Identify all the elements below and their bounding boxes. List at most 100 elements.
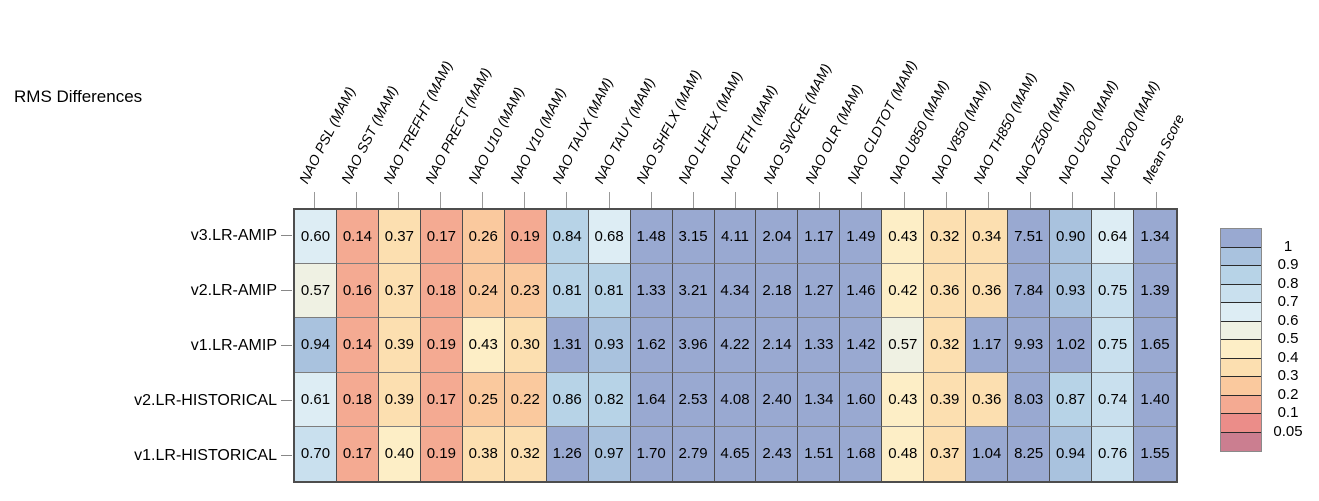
heatmap-grid: 0.60 0.14 0.37 0.17 0.26 0.19 0.84 0.68 1.48 3.15… [293,208,1178,483]
heatmap-cell: 0.16 [336,264,379,319]
heatmap-cell: 2.04 [756,210,799,265]
legend-tick-label: 0.4 [1277,348,1299,366]
legend-tick-label: 0.7 [1277,293,1299,310]
legend-color-band [1221,340,1261,359]
heatmap-cell: 0.17 [420,372,463,427]
heatmap-cell: 1.17 [798,210,841,265]
row-label: v2.LR-HISTORICAL [134,391,277,409]
heatmap-cell: 0.43 [462,318,505,373]
heatmap-cell: 0.24 [462,264,505,319]
row-label: v1.LR-AMIP [190,336,277,354]
heatmap-cell: 7.51 [1008,210,1051,265]
heatmap-cell: 1.68 [840,426,883,481]
heatmap-cell: 0.17 [336,426,379,481]
heatmap-cell: 3.15 [672,210,715,265]
heatmap-cell: 0.87 [1050,372,1093,427]
heatmap-cell: 0.14 [336,210,379,265]
heatmap-cell: 0.94 [295,318,337,373]
heatmap-cell: 0.37 [924,426,967,481]
heatmap-cell: 0.39 [378,318,421,373]
legend-color-band [1221,358,1261,377]
legend-color-band [1221,247,1261,266]
legend-color-band [1221,395,1261,414]
heatmap-cell: 4.11 [714,210,757,265]
legend-tick-label: 0.6 [1277,311,1299,329]
column-tick-mark [819,192,821,208]
legend-tick-label: 0.8 [1277,274,1299,292]
column-tick-mark [650,192,652,208]
heatmap-cell: 0.37 [378,264,421,319]
column-tick-mark [1156,192,1158,208]
heatmap-cell: 1.40 [1134,372,1176,427]
heatmap-cell: 0.39 [378,372,421,427]
row-tick-mark [281,454,292,456]
column-tick-mark [692,192,694,208]
heatmap-cell: 1.60 [840,372,883,427]
heatmap-cell: 0.37 [378,210,421,265]
heatmap-cell: 1.26 [546,426,589,481]
legend-color-band [1221,321,1261,340]
heatmap-cell: 0.19 [504,210,547,265]
heatmap-cell: 1.70 [630,426,673,481]
row-label: v1.LR-HISTORICAL [134,446,277,464]
heatmap-cell: 1.51 [798,426,841,481]
legend-colorbar [1220,228,1262,452]
column-tick-mark [355,192,357,208]
heatmap-cell: 0.36 [966,372,1009,427]
heatmap-cell: 0.74 [1092,372,1135,427]
heatmap-cell: 2.79 [672,426,715,481]
legend-tick-label: 0.3 [1277,367,1299,384]
legend-color-band [1221,284,1261,303]
heatmap-cell: 0.84 [546,210,589,265]
heatmap-cell: 1.34 [798,372,841,427]
column-tick-mark [903,192,905,208]
column-tick-mark [777,192,779,208]
heatmap-cell: 0.19 [420,318,463,373]
heatmap-cell: 0.60 [295,210,337,265]
heatmap-cell: 7.84 [1008,264,1051,319]
column-tick-mark [1114,192,1116,208]
row-tick-mark [281,399,292,401]
heatmap-cell: 0.34 [966,210,1009,265]
heatmap-cell: 2.18 [756,264,799,319]
heatmap-cell: 0.18 [420,264,463,319]
legend-tick-label: 0.2 [1277,385,1299,403]
heatmap-cell: 0.68 [588,210,631,265]
heatmap-cell: 1.62 [630,318,673,373]
heatmap-cell: 0.81 [546,264,589,319]
heatmap-cell: 1.04 [966,426,1009,481]
heatmap-cell: 0.75 [1092,264,1135,319]
heatmap-cell: 2.53 [672,372,715,427]
heatmap-cell: 0.57 [295,264,337,319]
legend-tick-label: 0.1 [1277,404,1299,421]
legend-tick-label: 0.05 [1273,422,1303,440]
heatmap-cell: 1.49 [840,210,883,265]
column-tick-mark [482,192,484,208]
heatmap-cell: 4.08 [714,372,757,427]
heatmap-cell: 0.36 [966,264,1009,319]
heatmap-cell: 1.31 [546,318,589,373]
heatmap-cell: 0.93 [1050,264,1093,319]
heatmap-cell: 1.64 [630,372,673,427]
legend-color-band [1221,303,1261,322]
heatmap-cell: 1.33 [630,264,673,319]
heatmap-cell: 0.82 [588,372,631,427]
column-label: Mean Score [1138,111,1188,186]
heatmap-cell: 0.86 [546,372,589,427]
heatmap-cell: 3.96 [672,318,715,373]
heatmap-cell: 1.02 [1050,318,1093,373]
column-tick-mark [1029,192,1031,208]
heatmap-cell: 0.76 [1092,426,1135,481]
row-tick-mark [281,344,292,346]
heatmap-cell: 0.93 [588,318,631,373]
heatmap-cell: 0.25 [462,372,505,427]
heatmap-cell: 0.75 [1092,318,1135,373]
heatmap-cell: 0.22 [504,372,547,427]
legend-tick-label: 0.9 [1277,256,1299,273]
legend-color-band [1221,432,1261,451]
heatmap-cell: 1.27 [798,264,841,319]
heatmap-cell: 0.30 [504,318,547,373]
heatmap-cell: 0.61 [295,372,337,427]
column-tick-mark [734,192,736,208]
